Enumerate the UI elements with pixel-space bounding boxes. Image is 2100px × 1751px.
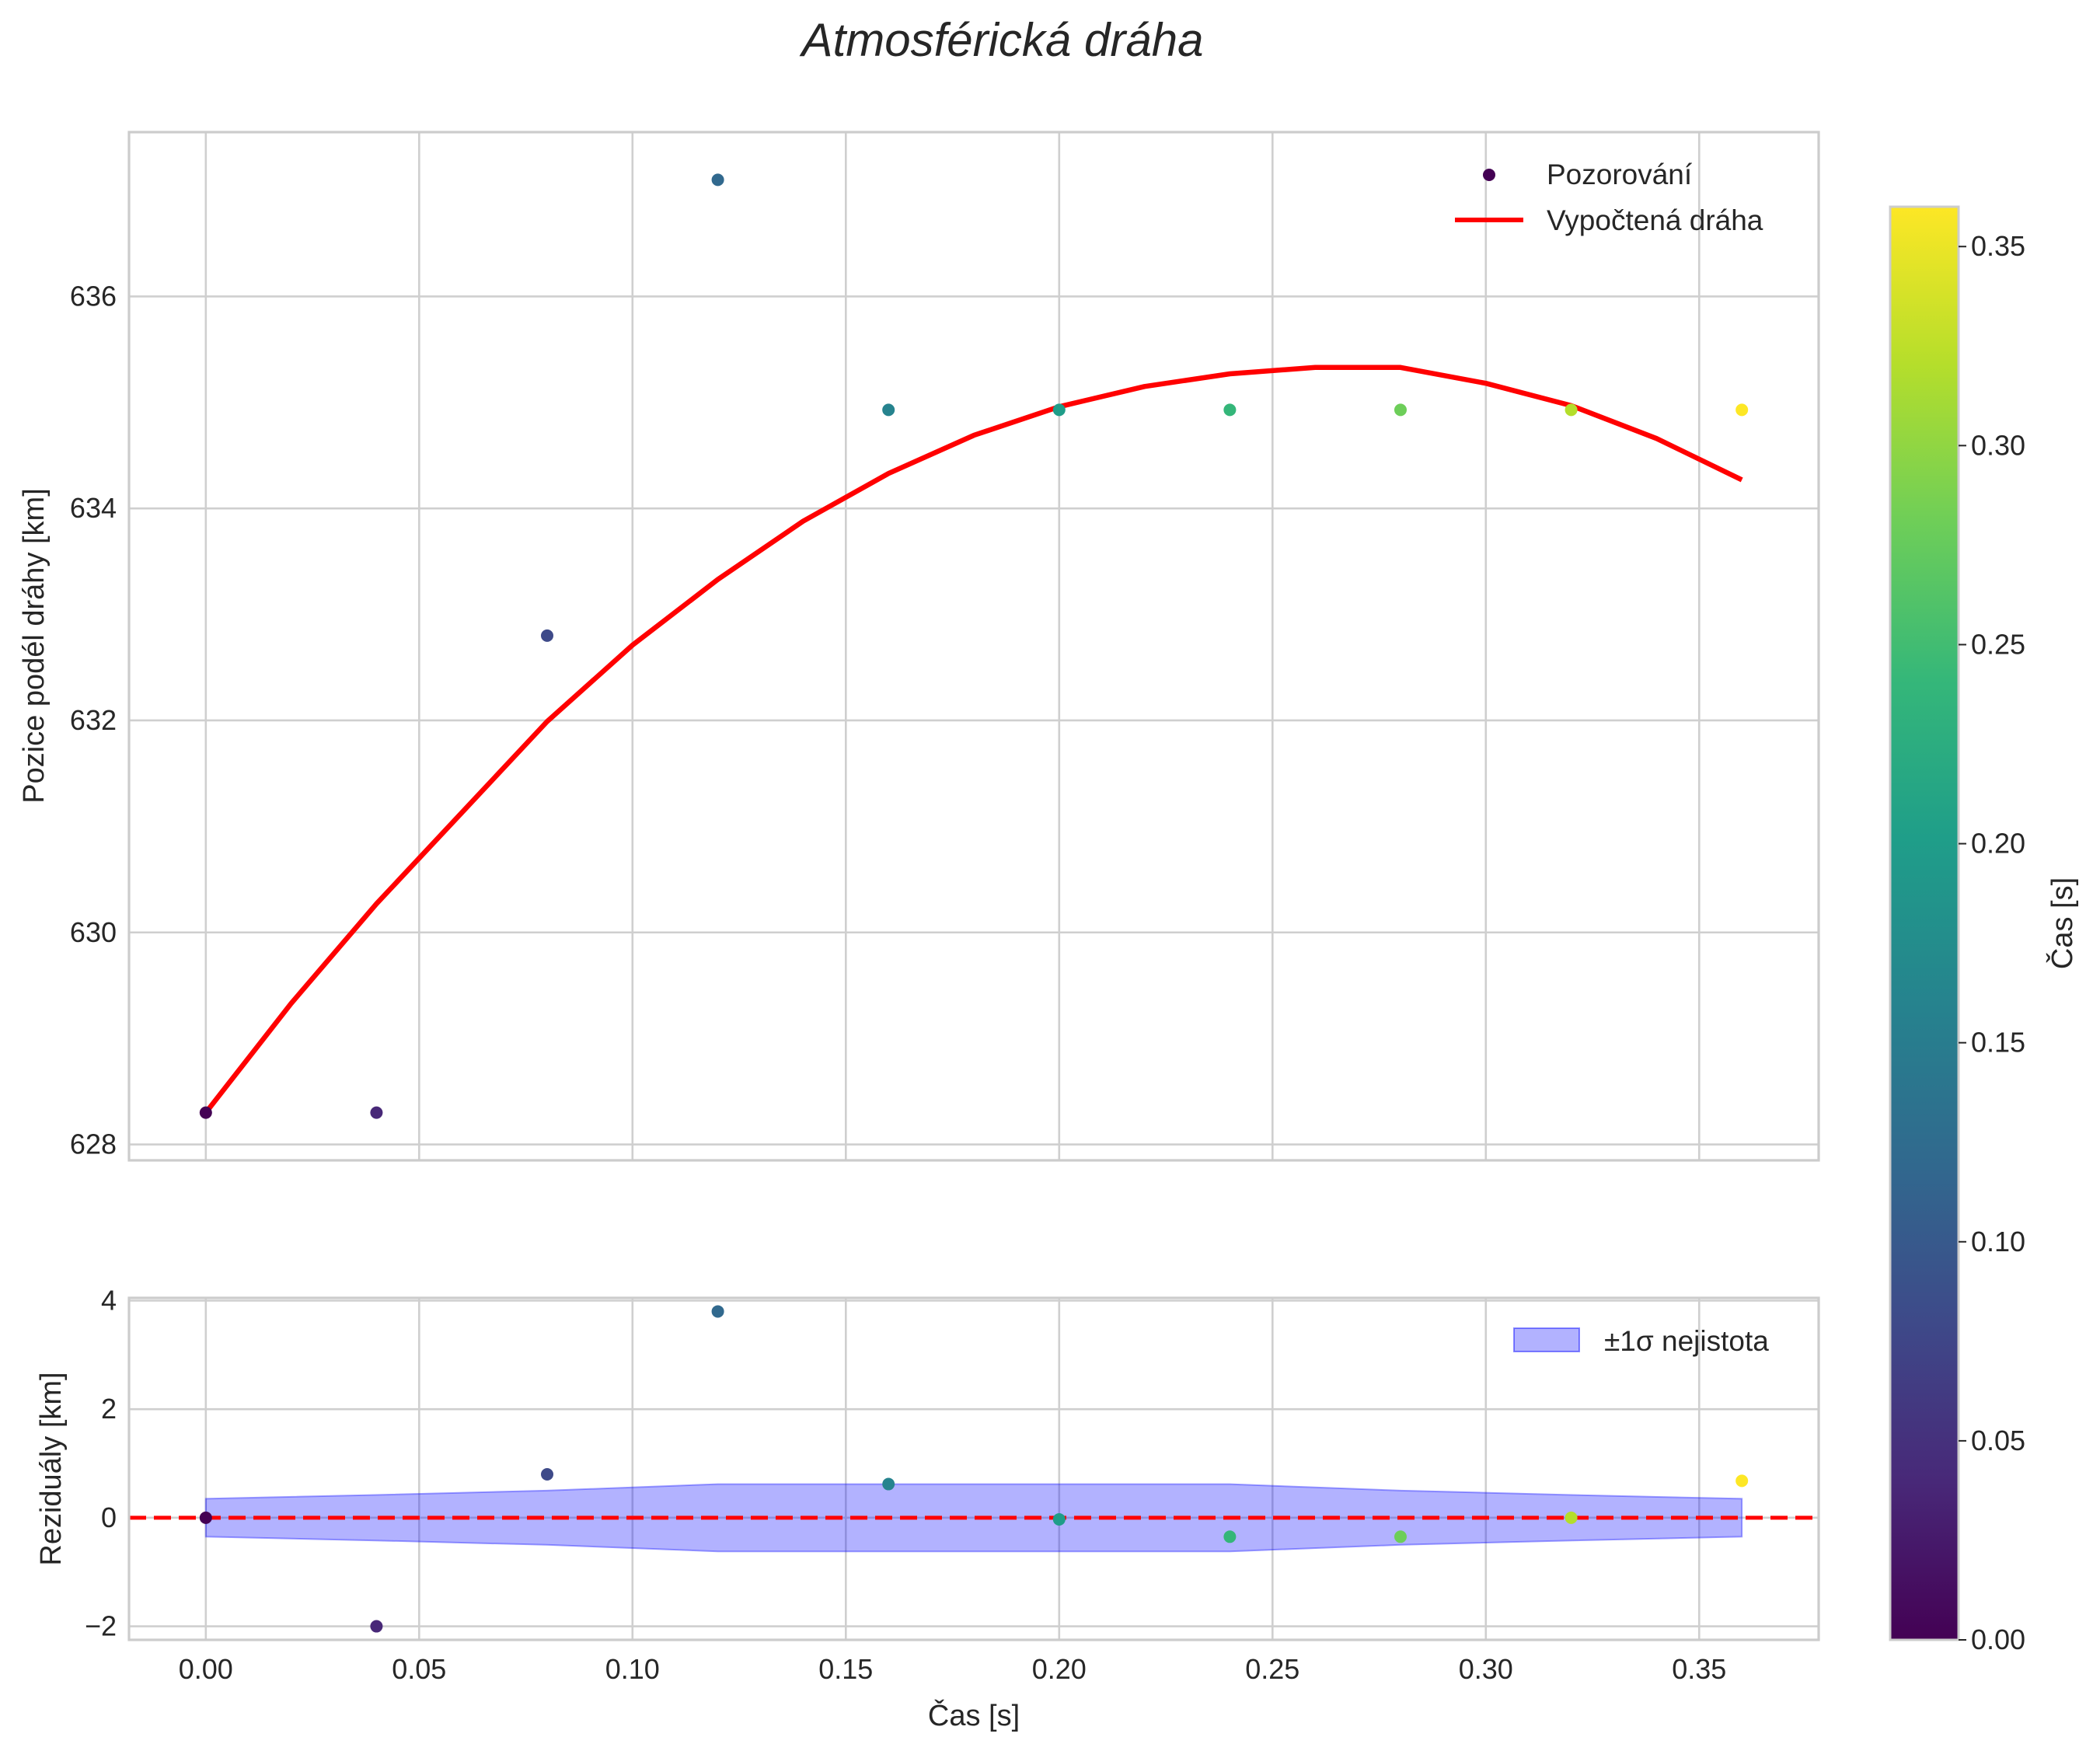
residual-point bbox=[1394, 1530, 1407, 1543]
top-grid bbox=[129, 132, 1819, 1160]
x-tick-label: 0.15 bbox=[818, 1653, 873, 1685]
residual-point bbox=[370, 1620, 383, 1633]
bottom-y-tick-label: −2 bbox=[85, 1610, 117, 1642]
top-y-tick-label: 628 bbox=[70, 1128, 117, 1160]
colorbar: 0.00 0.05 0.10 0.15 0.20 0.25 0.30 0.35 Čas [s] bbox=[1889, 205, 2079, 1655]
x-tick-label: 0.35 bbox=[1672, 1653, 1726, 1685]
bottom-legend: ±1σ nejistota bbox=[1513, 1325, 1769, 1357]
residual-point bbox=[1052, 1512, 1066, 1526]
legend-patch-band bbox=[1513, 1327, 1580, 1352]
bottom-y-axis-label: Reziduály [km] bbox=[35, 1372, 68, 1565]
top-plot-area bbox=[129, 132, 1819, 1160]
legend-marker-observations bbox=[1483, 169, 1495, 181]
colorbar-tick-label: 0.15 bbox=[1971, 1027, 2025, 1059]
top-axes-frame bbox=[127, 131, 1820, 1162]
x-tick-label: 0.00 bbox=[179, 1653, 233, 1685]
bottom-axes-frame bbox=[127, 1296, 1820, 1641]
residual-point bbox=[199, 1511, 212, 1524]
top-y-tick-label: 630 bbox=[70, 916, 117, 948]
top-y-axis-label: Pozice podél dráhy [km] bbox=[18, 488, 51, 804]
bottom-y-tick-label: 2 bbox=[101, 1393, 117, 1425]
top-y-tick-label: 634 bbox=[70, 492, 117, 524]
residual-point bbox=[1223, 1530, 1237, 1543]
observation-point bbox=[882, 403, 895, 417]
x-tick-label: 0.25 bbox=[1245, 1653, 1299, 1685]
colorbar-ticks: 0.00 0.05 0.10 0.15 0.20 0.25 0.30 0.35 bbox=[1959, 230, 2025, 1655]
legend-label-band: ±1σ nejistota bbox=[1604, 1325, 1769, 1357]
colorbar-tick-label: 0.10 bbox=[1971, 1226, 2025, 1257]
bottom-y-tick-labels: −2 0 2 4 bbox=[85, 1284, 117, 1641]
observation-point bbox=[199, 1106, 212, 1119]
colorbar-tick-label: 0.30 bbox=[1971, 429, 2025, 461]
bottom-x-tick-labels: 0.00 0.05 0.10 0.15 0.20 0.25 0.30 0.35 bbox=[179, 1653, 1727, 1685]
observation-point bbox=[541, 629, 554, 642]
observation-point bbox=[1223, 403, 1237, 417]
residual-point bbox=[541, 1467, 554, 1481]
colorbar-gradient bbox=[1890, 207, 1959, 1640]
residual-point bbox=[711, 1305, 724, 1318]
residual-point bbox=[1565, 1511, 1578, 1524]
bottom-y-tick-label: 4 bbox=[101, 1284, 117, 1316]
observation-point bbox=[1052, 403, 1066, 417]
top-fit-layer bbox=[204, 365, 1743, 1114]
top-legend: Pozorování Vypočtená dráha bbox=[1455, 159, 1763, 236]
top-points-layer bbox=[199, 173, 1749, 1119]
colorbar-tick-label: 0.25 bbox=[1971, 628, 2025, 660]
colorbar-tick-label: 0.20 bbox=[1971, 828, 2025, 860]
colorbar-frame bbox=[1889, 205, 1960, 1641]
x-tick-label: 0.10 bbox=[605, 1653, 660, 1685]
colorbar-tick-label: 0.00 bbox=[1971, 1624, 2025, 1655]
observation-point bbox=[370, 1106, 383, 1119]
bottom-band-layer bbox=[204, 1483, 1743, 1553]
top-y-tick-label: 632 bbox=[70, 704, 117, 736]
x-tick-label: 0.20 bbox=[1032, 1653, 1087, 1685]
legend-label-observations: Pozorování bbox=[1547, 159, 1693, 190]
x-tick-label: 0.30 bbox=[1459, 1653, 1513, 1685]
top-y-tick-labels: 628 630 632 634 636 bbox=[70, 280, 117, 1160]
colorbar-tick-label: 0.05 bbox=[1971, 1425, 2025, 1456]
fit-trajectory-line bbox=[204, 365, 1743, 1114]
chart-title: Atmosférická dráha bbox=[800, 14, 1204, 66]
bottom-y-tick-label: 0 bbox=[101, 1502, 117, 1533]
observation-point bbox=[1735, 403, 1749, 417]
uncertainty-band bbox=[204, 1483, 1743, 1553]
legend-label-fit: Vypočtená dráha bbox=[1547, 204, 1763, 236]
observation-point bbox=[1394, 403, 1407, 417]
colorbar-tick-label: 0.35 bbox=[1971, 230, 2025, 262]
bottom-panel: −2 0 2 4 0.00 0.05 0.10 0.15 0.20 0.25 0.30 0.35 R… bbox=[35, 1284, 1820, 1732]
x-tick-label: 0.05 bbox=[392, 1653, 446, 1685]
observation-point bbox=[711, 173, 724, 187]
residual-point bbox=[1735, 1474, 1749, 1488]
bottom-plot-area bbox=[129, 1298, 1819, 1640]
residual-point bbox=[882, 1477, 895, 1491]
bottom-points-layer bbox=[199, 1305, 1749, 1633]
top-y-tick-label: 636 bbox=[70, 280, 117, 312]
observation-point bbox=[1565, 403, 1578, 417]
colorbar-label: Čas [s] bbox=[2045, 877, 2079, 969]
x-axis-label: Čas [s] bbox=[928, 1698, 1020, 1732]
